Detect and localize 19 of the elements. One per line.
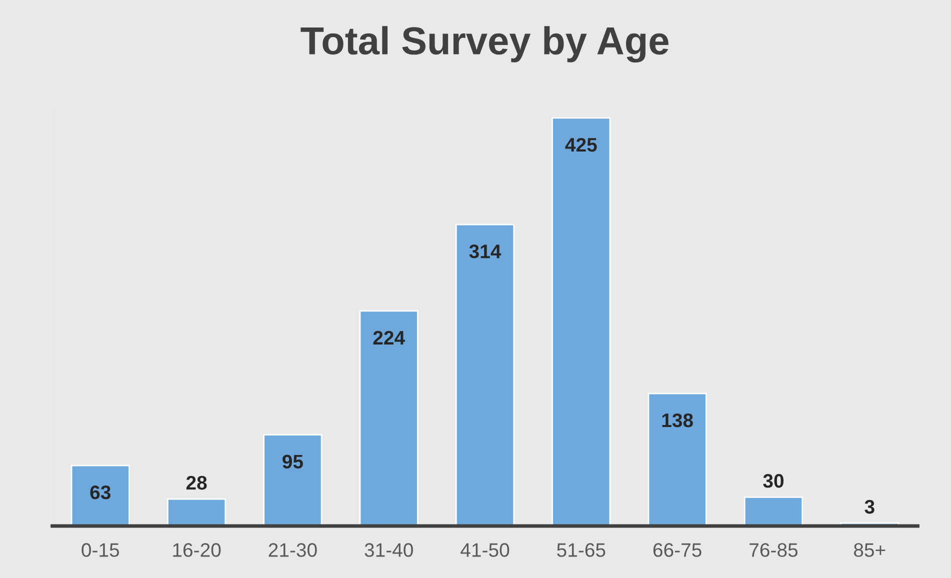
chart-title: Total Survey by Age [300,26,668,63]
data-label: 224 [373,330,405,344]
x-tick-label: 21-30 [268,543,317,557]
data-label: 425 [565,138,597,152]
x-tick-label: 16-20 [173,543,221,557]
data-label: 30 [763,474,784,488]
x-tick-label: 51-65 [557,543,606,557]
data-label: 95 [282,454,303,469]
x-tick-label: 41-50 [460,543,510,557]
data-label: 138 [662,413,693,428]
data-label: 3 [864,500,874,514]
x-tick-label: 85+ [854,543,886,557]
x-tick-label: 76-85 [750,543,798,557]
x-tick-label: 31-40 [364,543,413,557]
data-label: 28 [186,476,207,490]
x-tick-label: 66-75 [653,543,702,557]
data-label: 314 [469,244,502,258]
data-label: 63 [90,485,110,500]
x-tick-label: 0-15 [82,543,120,557]
